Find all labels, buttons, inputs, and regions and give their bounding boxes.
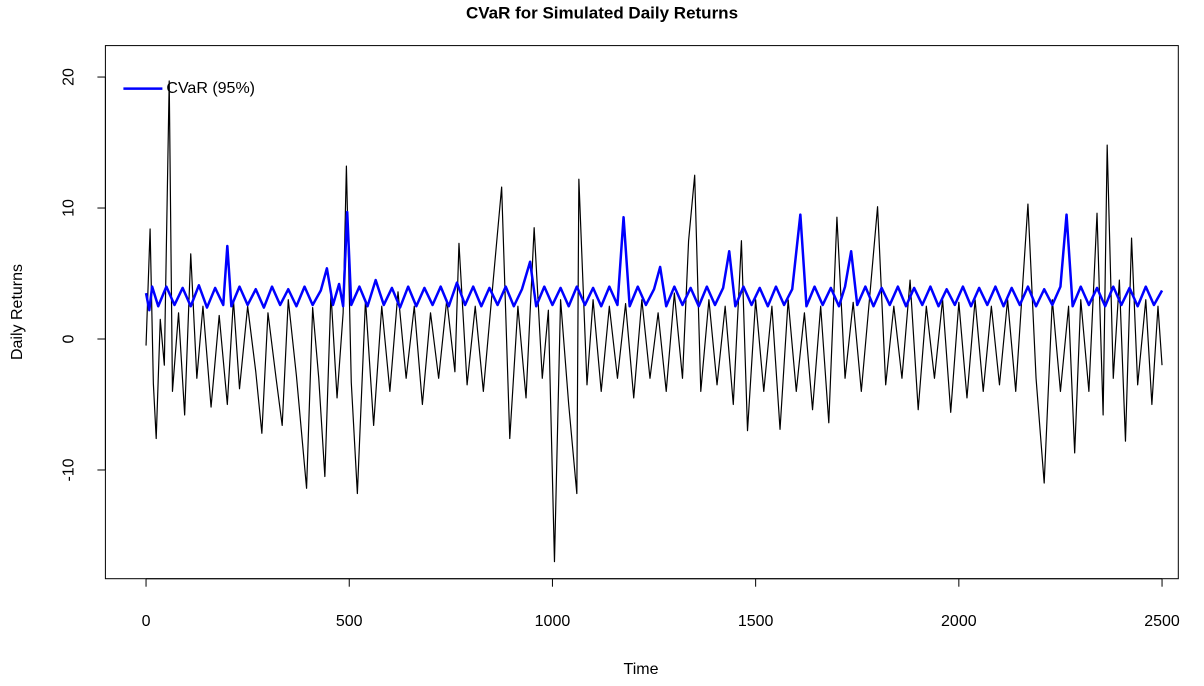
chart-title: CVaR for Simulated Daily Returns	[466, 3, 738, 22]
plot-frame	[104, 45, 1179, 580]
y-axis-title: Daily Returns	[9, 264, 26, 360]
line	[144, 210, 1164, 312]
x-axis-title: Time	[624, 661, 659, 678]
x-tick-label: 2500	[1144, 613, 1180, 630]
x-tick-label: 0	[142, 613, 151, 630]
x-tick-label: 1000	[535, 613, 571, 630]
line	[145, 80, 1163, 563]
x-tick-label: 500	[336, 613, 363, 630]
x-tick-label: 2000	[941, 613, 977, 630]
y-tick-label: -10	[61, 458, 78, 481]
y-tick-label: 10	[61, 199, 78, 217]
x-tick-label: 1500	[738, 613, 774, 630]
y-tick-label: 0	[61, 334, 78, 343]
legend-label: CVaR (95%)	[166, 80, 255, 97]
y-tick-label: 20	[61, 68, 78, 86]
